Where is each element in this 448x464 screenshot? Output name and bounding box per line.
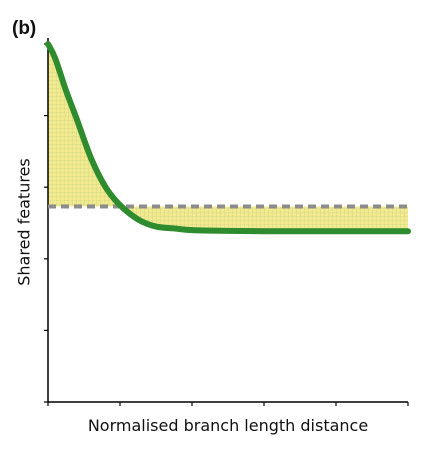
axes-layer xyxy=(44,38,409,406)
decay-curve-line xyxy=(45,41,411,235)
y-axis-label: Shared features xyxy=(14,158,34,286)
x-axis-label: Normalised branch length distance xyxy=(87,416,369,435)
panel-label: (b) xyxy=(12,18,37,39)
shaded-region xyxy=(48,44,408,232)
shaded-region-layer xyxy=(48,44,408,232)
series-layer xyxy=(45,41,411,235)
